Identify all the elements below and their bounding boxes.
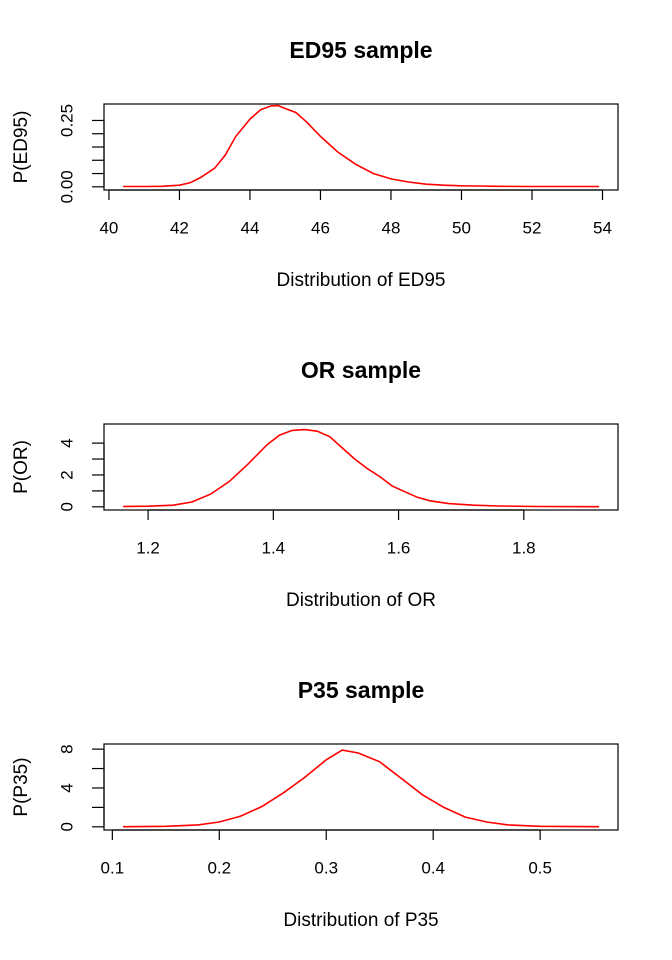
- plot-frame: [103, 423, 619, 511]
- x-tick-label: 0.3: [314, 858, 338, 877]
- x-tick-label: 0.4: [421, 858, 445, 877]
- x-tick-label: 52: [523, 218, 542, 237]
- plot-frame: [103, 743, 619, 831]
- x-tick-label: 1.8: [512, 538, 536, 557]
- y-tick-label: 0.00: [57, 170, 76, 203]
- x-tick-label: 40: [99, 218, 118, 237]
- x-axis-label: Distribution of P35: [283, 910, 438, 931]
- chart-panel-1: ED95 sample 40 42 44 46 48 50 52 54 0.00 0.25 Distr…: [11, 37, 619, 291]
- x-tick-label: 44: [240, 218, 259, 237]
- x-tick-label: 0.5: [528, 858, 552, 877]
- x-tick-label: 1.6: [387, 538, 411, 557]
- chart-title: OR sample: [301, 357, 421, 383]
- x-axis-label: Distribution of ED95: [277, 270, 446, 291]
- chart-panel-3: P35 sample 0.1 0.2 0.3 0.4 0.5 0 4 8 Distribution…: [11, 677, 619, 931]
- density-line: [122, 428, 600, 508]
- y-tick-label: 0: [57, 502, 76, 511]
- y-tick-label: 0.25: [57, 104, 76, 137]
- density-line: [123, 104, 599, 188]
- y-axis-label: P(OR): [11, 440, 32, 494]
- x-tick-label: 48: [382, 218, 401, 237]
- x-tick-label: 50: [452, 218, 471, 237]
- x-tick-label: 46: [311, 218, 330, 237]
- plot-frame: [103, 103, 619, 191]
- y-tick-label: 4: [57, 783, 76, 792]
- y-tick-label: 8: [57, 744, 76, 753]
- x-tick-label: 0.2: [207, 858, 231, 877]
- x-tick-label: 1.4: [262, 538, 286, 557]
- x-tick-label: 1.2: [136, 538, 160, 557]
- x-tick-label: 42: [170, 218, 189, 237]
- chart-title: ED95 sample: [289, 37, 432, 63]
- x-axis-label: Distribution of OR: [286, 590, 436, 611]
- chart-panel-2: OR sample 1.2 1.4 1.6 1.8 0 2 4 Distribution of …: [11, 357, 619, 611]
- y-tick-label: 2: [57, 470, 76, 479]
- y-axis-label: P(P35): [11, 757, 32, 816]
- y-axis-label: P(ED95): [11, 111, 32, 184]
- y-tick-label: 4: [57, 438, 76, 447]
- x-tick-label: 54: [593, 218, 612, 237]
- density-line: [122, 749, 600, 828]
- y-tick-label: 0: [57, 822, 76, 831]
- x-tick-label: 0.1: [101, 858, 125, 877]
- chart-title: P35 sample: [298, 677, 425, 703]
